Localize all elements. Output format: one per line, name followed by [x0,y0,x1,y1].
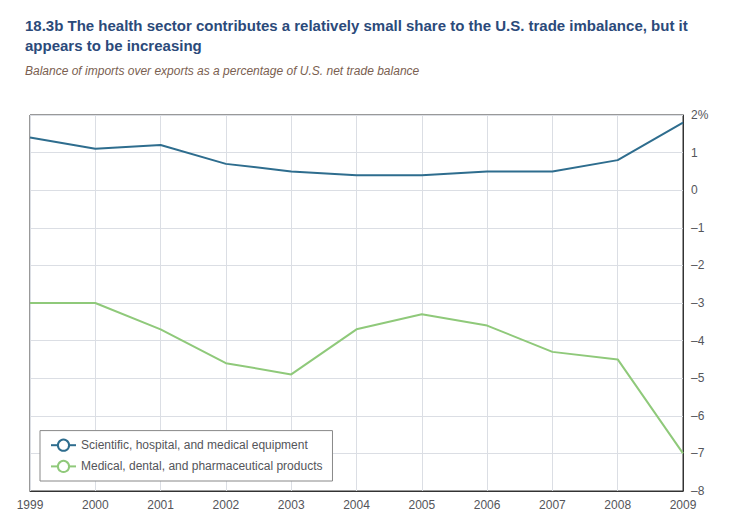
svg-text:–7: –7 [691,446,705,460]
svg-text:2006: 2006 [474,498,501,512]
svg-text:–8: –8 [691,484,705,498]
svg-text:0: 0 [691,183,698,197]
svg-text:–2: –2 [691,258,705,272]
svg-text:2003: 2003 [278,498,305,512]
svg-text:Balance of imports over export: Balance of imports over exports as a per… [25,64,420,78]
svg-text:2005: 2005 [408,498,435,512]
svg-text:18.3b The health sector contri: 18.3b The health sector contributes a re… [25,17,692,34]
svg-text:–4: –4 [691,334,705,348]
svg-text:–5: –5 [691,371,705,385]
svg-text:2008: 2008 [604,498,631,512]
svg-text:Scientific, hospital, and medi: Scientific, hospital, and medical equipm… [81,438,308,452]
svg-text:2000: 2000 [82,498,109,512]
svg-text:Medical, dental, and pharmaceu: Medical, dental, and pharmaceutical prod… [81,459,322,473]
svg-text:1: 1 [691,146,698,160]
svg-text:–6: –6 [691,409,705,423]
svg-text:2%: 2% [691,108,709,122]
svg-text:–3: –3 [691,296,705,310]
svg-text:2004: 2004 [343,498,370,512]
svg-text:2007: 2007 [539,498,566,512]
svg-text:appears to be increasing: appears to be increasing [25,37,202,54]
svg-text:2001: 2001 [147,498,174,512]
svg-text:–1: –1 [691,221,705,235]
svg-text:2002: 2002 [213,498,240,512]
svg-text:2009: 2009 [670,498,697,512]
svg-text:1999: 1999 [17,498,44,512]
